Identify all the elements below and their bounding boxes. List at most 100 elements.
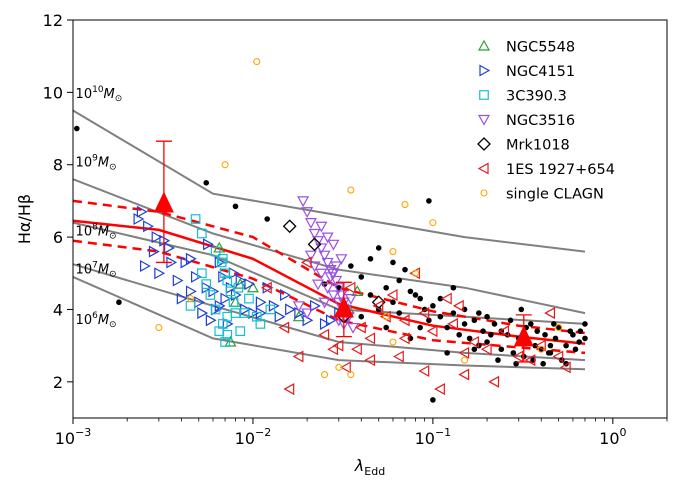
point-1es-1927-654 <box>332 339 344 352</box>
point-mrk1018 <box>307 237 322 252</box>
point-ngc3516 <box>321 232 334 244</box>
point-ngc3516 <box>332 283 345 294</box>
point-single-clagn <box>537 345 545 353</box>
point-sample <box>426 317 432 324</box>
point-1es-1927-654 <box>488 375 500 388</box>
y-tick-label: 10 <box>43 83 63 102</box>
point-1es-1927-654 <box>440 292 452 305</box>
point-ngc4151 <box>325 314 337 327</box>
point-1es-1927-654 <box>398 314 410 327</box>
point-sample <box>74 125 80 132</box>
point-ngc4151 <box>143 220 154 233</box>
point-single-clagn <box>461 356 469 364</box>
point-sample <box>383 284 389 291</box>
y-tick-label: 12 <box>43 11 63 30</box>
point-sample <box>582 321 588 327</box>
mass-label-10: 1010M⊙ <box>76 85 123 104</box>
point-ngc3516 <box>297 196 310 208</box>
point-ngc3516 <box>344 294 357 305</box>
point-3c390-3 <box>251 311 262 322</box>
point-ngc4151 <box>164 241 175 254</box>
point-1es-1927-654 <box>524 354 536 367</box>
legend-entry-ngc4151: NGC4151 <box>479 64 575 80</box>
mass-label-unit: M <box>98 313 109 328</box>
point-ngc4151 <box>220 292 232 305</box>
legend-marker-mrk1018 <box>477 137 491 151</box>
point-ngc3516 <box>292 301 305 313</box>
point-ngc3516 <box>327 290 340 302</box>
point-sample <box>491 321 498 327</box>
point-1es-1927-654 <box>392 350 404 363</box>
point-sample <box>476 310 482 316</box>
point-ngc3516 <box>321 283 334 294</box>
binned-medians <box>153 140 534 363</box>
legend-label-ngc4151: NGC4151 <box>506 64 575 80</box>
point-ngc4151 <box>309 299 321 312</box>
point-ngc4151 <box>185 252 197 265</box>
point-ngc4151 <box>319 317 331 330</box>
point-1es-1927-654 <box>480 343 492 356</box>
point-sample <box>510 350 517 356</box>
point-3c390-3 <box>217 253 228 264</box>
point-sample <box>396 310 403 316</box>
point-ngc4151 <box>172 274 184 287</box>
point-single-clagn <box>382 313 390 321</box>
point-sample <box>540 360 546 367</box>
legend-label-3c390-3: 3C390.3 <box>506 89 567 105</box>
point-1es-1927-654 <box>372 299 384 312</box>
mass-label-8: 108M⊙ <box>76 222 117 241</box>
y-tick-label: 8 <box>53 156 63 175</box>
point-3c390-3 <box>235 326 246 337</box>
point-3c390-3 <box>201 279 212 289</box>
y-tick-label: 4 <box>53 300 63 319</box>
median-triangle <box>333 296 354 318</box>
point-1es-1927-654 <box>458 346 470 359</box>
point-sample <box>495 357 501 363</box>
point-sample <box>542 331 548 338</box>
point-3c390-3 <box>244 293 254 304</box>
legend-marker-ngc3516 <box>477 114 491 126</box>
point-sample <box>417 324 423 331</box>
mass-label-exp: 9 <box>92 154 98 164</box>
x-tick-label: 100 <box>599 426 626 448</box>
legend-label-1es-1927-654: 1ES 1927+654 <box>506 162 615 178</box>
point-sample <box>582 335 588 342</box>
point-3c390-3 <box>205 290 216 300</box>
mass-label-unit: M <box>98 156 109 171</box>
point-ngc4151 <box>154 267 166 280</box>
point-1es-1927-654 <box>292 350 304 363</box>
x-axis-label-main: λ <box>354 456 364 475</box>
x-tick-label: 10−2 <box>235 426 272 448</box>
point-ngc4151 <box>255 296 267 309</box>
point-sample <box>471 346 478 353</box>
point-sample <box>437 295 444 302</box>
y-axis-label: Hα/Hβ <box>15 194 34 244</box>
point-1es-1927-654 <box>344 281 356 294</box>
mass-label-9: 109M⊙ <box>76 154 117 173</box>
point-sample <box>396 277 403 284</box>
point-sample <box>367 292 374 298</box>
mass-label-exp: 10 <box>92 85 104 95</box>
point-single-clagn <box>411 269 419 277</box>
point-1es-1927-654 <box>447 317 458 330</box>
point-sample <box>402 266 408 273</box>
point-ngc3516 <box>318 250 331 262</box>
point-sample <box>264 216 270 222</box>
point-sample <box>488 331 494 338</box>
legend-marker-single-clagn <box>480 189 488 197</box>
mass-label-exp: 8 <box>92 222 98 232</box>
point-sample <box>450 310 457 316</box>
point-sample <box>437 313 444 320</box>
point-ngc3516 <box>301 308 314 320</box>
point-1es-1927-654 <box>318 328 330 341</box>
legend-label-ngc5548: NGC5548 <box>506 40 575 56</box>
point-single-clagn <box>186 295 195 303</box>
point-sample <box>430 303 436 309</box>
point-ngc4151 <box>244 278 256 291</box>
point-3c390-3 <box>210 304 221 315</box>
point-sample <box>555 324 562 331</box>
point-ngc4151 <box>180 256 192 269</box>
mass-label-exp: 6 <box>92 311 98 321</box>
point-3c390-3 <box>255 319 266 329</box>
